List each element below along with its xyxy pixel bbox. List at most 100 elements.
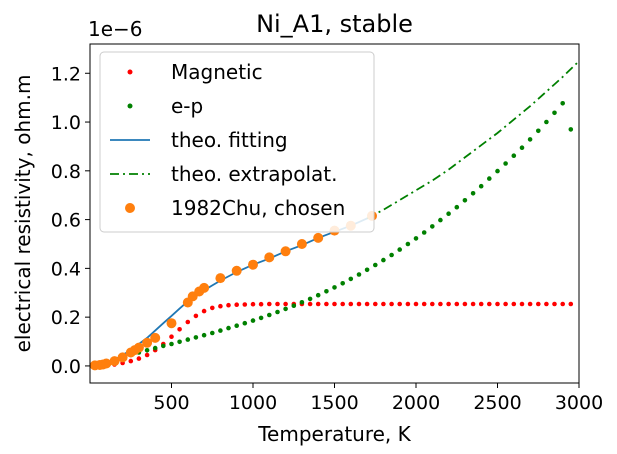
data-point-e-p bbox=[544, 119, 549, 125]
data-point-e-p bbox=[495, 168, 500, 174]
data-point-e-p bbox=[560, 101, 565, 106]
data-point-magnetic bbox=[487, 301, 492, 307]
data-point-magnetic bbox=[373, 301, 378, 307]
data-point-magnetic bbox=[413, 301, 419, 307]
data-point-magnetic bbox=[193, 313, 199, 319]
data-point-magnetic bbox=[185, 319, 191, 325]
y-tick-label: 0.0 bbox=[51, 356, 81, 378]
data-point-magnetic bbox=[283, 301, 288, 307]
data-point-magnetic bbox=[527, 301, 533, 307]
plot-area bbox=[90, 60, 579, 371]
data-point-magnetic bbox=[210, 305, 215, 311]
data-point-magnetic bbox=[169, 334, 174, 340]
data-point-magnetic bbox=[332, 301, 337, 307]
data-point-e-p bbox=[381, 257, 386, 263]
x-axis-label: Temperature, K bbox=[257, 422, 411, 446]
data-point-e-p bbox=[536, 128, 541, 134]
data-point-e-p bbox=[299, 300, 305, 305]
data-point-e-p bbox=[470, 191, 476, 196]
data-point-e-p bbox=[144, 348, 150, 353]
legend-marker bbox=[125, 203, 135, 213]
data-point-magnetic bbox=[560, 301, 565, 307]
data-point-1982chu-chosen bbox=[101, 358, 112, 369]
data-point-magnetic bbox=[136, 356, 142, 361]
legend-label: 1982Chu, chosen bbox=[171, 196, 345, 220]
y-tick-label: 1.2 bbox=[51, 63, 81, 85]
data-point-e-p bbox=[283, 306, 288, 312]
x-tick-label: 1000 bbox=[229, 392, 277, 414]
data-point-e-p bbox=[438, 217, 443, 223]
data-point-e-p bbox=[242, 320, 248, 326]
data-point-magnetic bbox=[307, 301, 313, 307]
data-point-e-p bbox=[226, 325, 231, 331]
data-point-magnetic bbox=[201, 308, 207, 314]
y-axis-label: electrical resistivity, ohm.m bbox=[11, 75, 35, 353]
data-point-1982chu-chosen bbox=[264, 252, 275, 263]
data-point-magnetic bbox=[397, 301, 403, 307]
data-point-e-p bbox=[397, 247, 403, 252]
data-point-e-p bbox=[519, 145, 525, 150]
data-point-magnetic bbox=[503, 301, 508, 307]
data-point-magnetic bbox=[438, 301, 443, 307]
data-point-magnetic bbox=[258, 301, 264, 307]
data-point-1982chu-chosen bbox=[199, 282, 210, 293]
data-point-magnetic bbox=[177, 327, 182, 332]
data-point-magnetic bbox=[478, 301, 484, 307]
legend-marker bbox=[127, 69, 133, 75]
data-point-magnetic bbox=[315, 301, 321, 307]
data-point-e-p bbox=[169, 341, 174, 347]
data-point-e-p bbox=[210, 330, 215, 336]
data-point-magnetic bbox=[389, 301, 394, 307]
data-point-1982chu-chosen bbox=[117, 352, 128, 363]
data-point-1982chu-chosen bbox=[150, 332, 161, 343]
y-tick-label: 0.2 bbox=[51, 307, 81, 329]
data-point-magnetic bbox=[454, 301, 460, 307]
data-point-1982chu-chosen bbox=[248, 259, 258, 270]
data-point-magnetic bbox=[275, 301, 280, 307]
data-point-magnetic bbox=[364, 301, 370, 307]
data-point-e-p bbox=[307, 296, 313, 302]
data-point-1982chu-chosen bbox=[231, 265, 242, 276]
data-point-e-p bbox=[267, 312, 272, 318]
data-point-e-p bbox=[511, 153, 517, 158]
data-point-magnetic bbox=[242, 302, 248, 307]
legend-box bbox=[99, 51, 375, 233]
x-tick-label: 2500 bbox=[473, 392, 521, 414]
data-point-e-p bbox=[552, 110, 557, 116]
data-point-magnetic bbox=[234, 302, 239, 308]
y-axis: 0.0 0.2 0.4 0.6 0.8 1.0 1.2 bbox=[51, 63, 90, 378]
data-point-e-p bbox=[332, 285, 337, 290]
data-point-magnetic bbox=[544, 301, 549, 307]
data-point-e-p bbox=[421, 230, 427, 235]
data-point-magnetic bbox=[356, 301, 362, 307]
y-tick-label: 0.4 bbox=[51, 258, 81, 280]
data-point-1982chu-chosen bbox=[109, 356, 120, 367]
data-point-e-p bbox=[478, 183, 484, 189]
data-point-e-p bbox=[568, 127, 574, 132]
data-point-magnetic bbox=[536, 301, 541, 307]
data-point-e-p bbox=[430, 224, 435, 229]
data-point-magnetic bbox=[381, 301, 386, 307]
data-point-magnetic bbox=[324, 301, 329, 307]
data-point-magnetic bbox=[511, 301, 517, 307]
data-point-e-p bbox=[356, 272, 362, 277]
data-point-magnetic bbox=[128, 358, 134, 364]
legend-label: Magnetic bbox=[171, 60, 263, 84]
y-tick-label: 0.6 bbox=[51, 210, 81, 232]
data-point-e-p bbox=[201, 332, 207, 338]
data-point-magnetic bbox=[519, 301, 525, 307]
data-point-1982chu-chosen bbox=[142, 337, 153, 348]
data-point-1982chu-chosen bbox=[296, 239, 307, 249]
data-point-e-p bbox=[405, 241, 411, 247]
data-point-magnetic bbox=[421, 301, 427, 307]
data-point-e-p bbox=[413, 236, 419, 241]
data-point-e-p bbox=[275, 309, 280, 315]
x-axis: 500 1000 1500 2000 2500 3000 bbox=[153, 383, 603, 414]
data-point-e-p bbox=[364, 267, 370, 273]
data-point-1982chu-chosen bbox=[313, 232, 324, 243]
data-point-magnetic bbox=[495, 301, 500, 307]
series-line-theo-extrapolat bbox=[366, 60, 579, 220]
data-point-magnetic bbox=[446, 301, 451, 307]
y-tick-label: 1.0 bbox=[51, 112, 81, 134]
